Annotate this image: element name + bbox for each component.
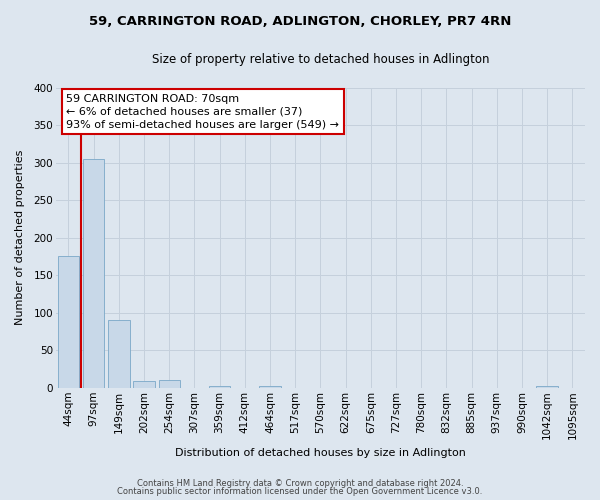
Bar [83,159,104,388]
Text: 59, CARRINGTON ROAD, ADLINGTON, CHORLEY, PR7 4RN: 59, CARRINGTON ROAD, ADLINGTON, CHORLEY,… [89,15,511,28]
Bar [108,320,130,388]
Bar [133,381,155,388]
Bar [158,380,180,388]
Bar [58,256,79,388]
Bar [536,386,558,388]
Bar [209,386,230,388]
X-axis label: Distribution of detached houses by size in Adlington: Distribution of detached houses by size … [175,448,466,458]
Text: Contains public sector information licensed under the Open Government Licence v3: Contains public sector information licen… [118,487,482,496]
Text: 59 CARRINGTON ROAD: 70sqm
← 6% of detached houses are smaller (37)
93% of semi-d: 59 CARRINGTON ROAD: 70sqm ← 6% of detach… [67,94,340,130]
Bar [259,386,281,388]
Y-axis label: Number of detached properties: Number of detached properties [15,150,25,326]
Text: Contains HM Land Registry data © Crown copyright and database right 2024.: Contains HM Land Registry data © Crown c… [137,478,463,488]
Title: Size of property relative to detached houses in Adlington: Size of property relative to detached ho… [152,52,489,66]
